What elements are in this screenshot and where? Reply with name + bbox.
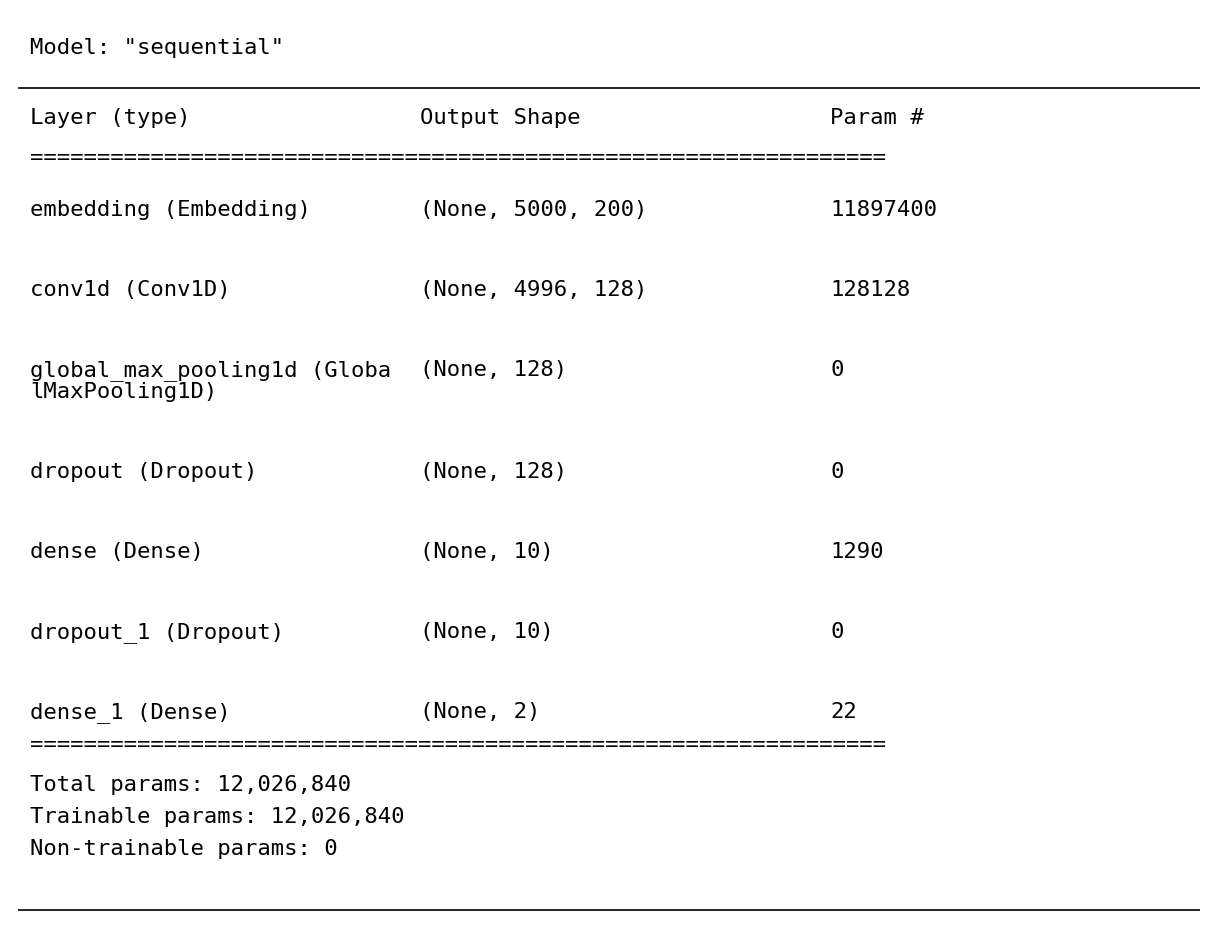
Text: (None, 10): (None, 10) bbox=[420, 542, 553, 562]
Text: global_max_pooling1d (Globa: global_max_pooling1d (Globa bbox=[31, 360, 392, 381]
Text: Trainable params: 12,026,840: Trainable params: 12,026,840 bbox=[31, 807, 404, 827]
Text: 0: 0 bbox=[830, 622, 843, 642]
Text: dropout_1 (Dropout): dropout_1 (Dropout) bbox=[31, 622, 284, 643]
Text: (None, 5000, 200): (None, 5000, 200) bbox=[420, 200, 647, 220]
Text: Model: "sequential": Model: "sequential" bbox=[31, 38, 284, 58]
Text: dense_1 (Dense): dense_1 (Dense) bbox=[31, 702, 230, 723]
Text: Layer (type): Layer (type) bbox=[31, 108, 191, 128]
Text: 22: 22 bbox=[830, 702, 857, 722]
Text: Param #: Param # bbox=[830, 108, 924, 128]
Text: Total params: 12,026,840: Total params: 12,026,840 bbox=[31, 775, 351, 795]
Text: 1290: 1290 bbox=[830, 542, 884, 562]
Text: 0: 0 bbox=[830, 462, 843, 482]
Text: dense (Dense): dense (Dense) bbox=[31, 542, 204, 562]
Text: (None, 128): (None, 128) bbox=[420, 462, 567, 482]
Text: (None, 128): (None, 128) bbox=[420, 360, 567, 380]
Text: ================================================================: ========================================… bbox=[31, 148, 886, 168]
Text: lMaxPooling1D): lMaxPooling1D) bbox=[31, 382, 217, 402]
Text: Non-trainable params: 0: Non-trainable params: 0 bbox=[31, 839, 338, 859]
Text: 0: 0 bbox=[830, 360, 843, 380]
Text: 128128: 128128 bbox=[830, 280, 911, 300]
Text: ================================================================: ========================================… bbox=[31, 735, 886, 755]
Text: 11897400: 11897400 bbox=[830, 200, 938, 220]
Text: Output Shape: Output Shape bbox=[420, 108, 580, 128]
Text: conv1d (Conv1D): conv1d (Conv1D) bbox=[31, 280, 230, 300]
Text: dropout (Dropout): dropout (Dropout) bbox=[31, 462, 257, 482]
Text: (None, 2): (None, 2) bbox=[420, 702, 540, 722]
Text: (None, 10): (None, 10) bbox=[420, 622, 553, 642]
Text: embedding (Embedding): embedding (Embedding) bbox=[31, 200, 311, 220]
Text: (None, 4996, 128): (None, 4996, 128) bbox=[420, 280, 647, 300]
